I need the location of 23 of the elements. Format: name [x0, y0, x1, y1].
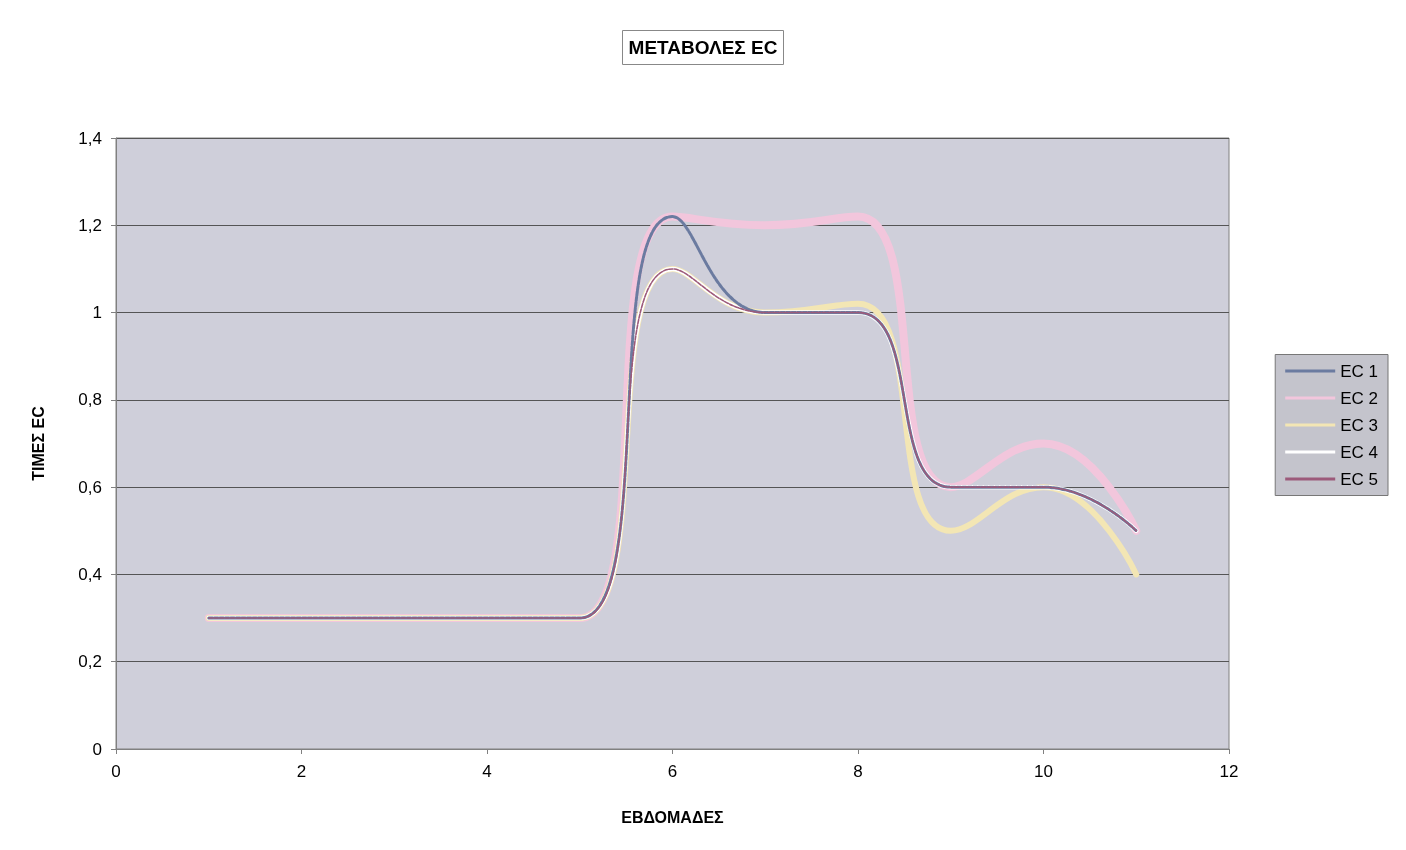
y-tick-label: 1: [92, 303, 102, 323]
legend-label: EC 1: [1340, 361, 1378, 381]
legend-label: EC 5: [1340, 469, 1378, 489]
x-tick-label: 4: [482, 762, 492, 781]
legend-label: EC 2: [1340, 388, 1378, 408]
x-tick-label: 6: [667, 762, 678, 781]
y-tick-label: 1,2: [78, 215, 102, 235]
legend-label: EC 3: [1340, 415, 1378, 435]
y-tick-label: 0: [92, 739, 102, 759]
legend-label: EC 4: [1340, 442, 1378, 462]
y-axis-title: ΤΙΜΕΣ EC: [29, 405, 47, 481]
x-tick-label: 12: [1219, 762, 1239, 781]
y-tick-label: 0,4: [78, 564, 102, 584]
y-tick-label: 0,6: [78, 477, 102, 497]
y-tick-label: 1,4: [78, 128, 102, 148]
x-tick-label: 2: [296, 762, 307, 781]
x-axis-title: ΕΒΔΟΜΑΔΕΣ: [621, 808, 725, 826]
x-tick-label: 10: [1034, 762, 1053, 781]
chart-title: ΜΕΤΑΒΟΛΕΣ EC: [628, 37, 778, 58]
y-tick-label: 0,2: [78, 652, 102, 672]
y-tick-label: 0,8: [78, 390, 102, 410]
x-tick-label: 0: [111, 762, 121, 781]
x-tick-label: 8: [853, 762, 863, 781]
